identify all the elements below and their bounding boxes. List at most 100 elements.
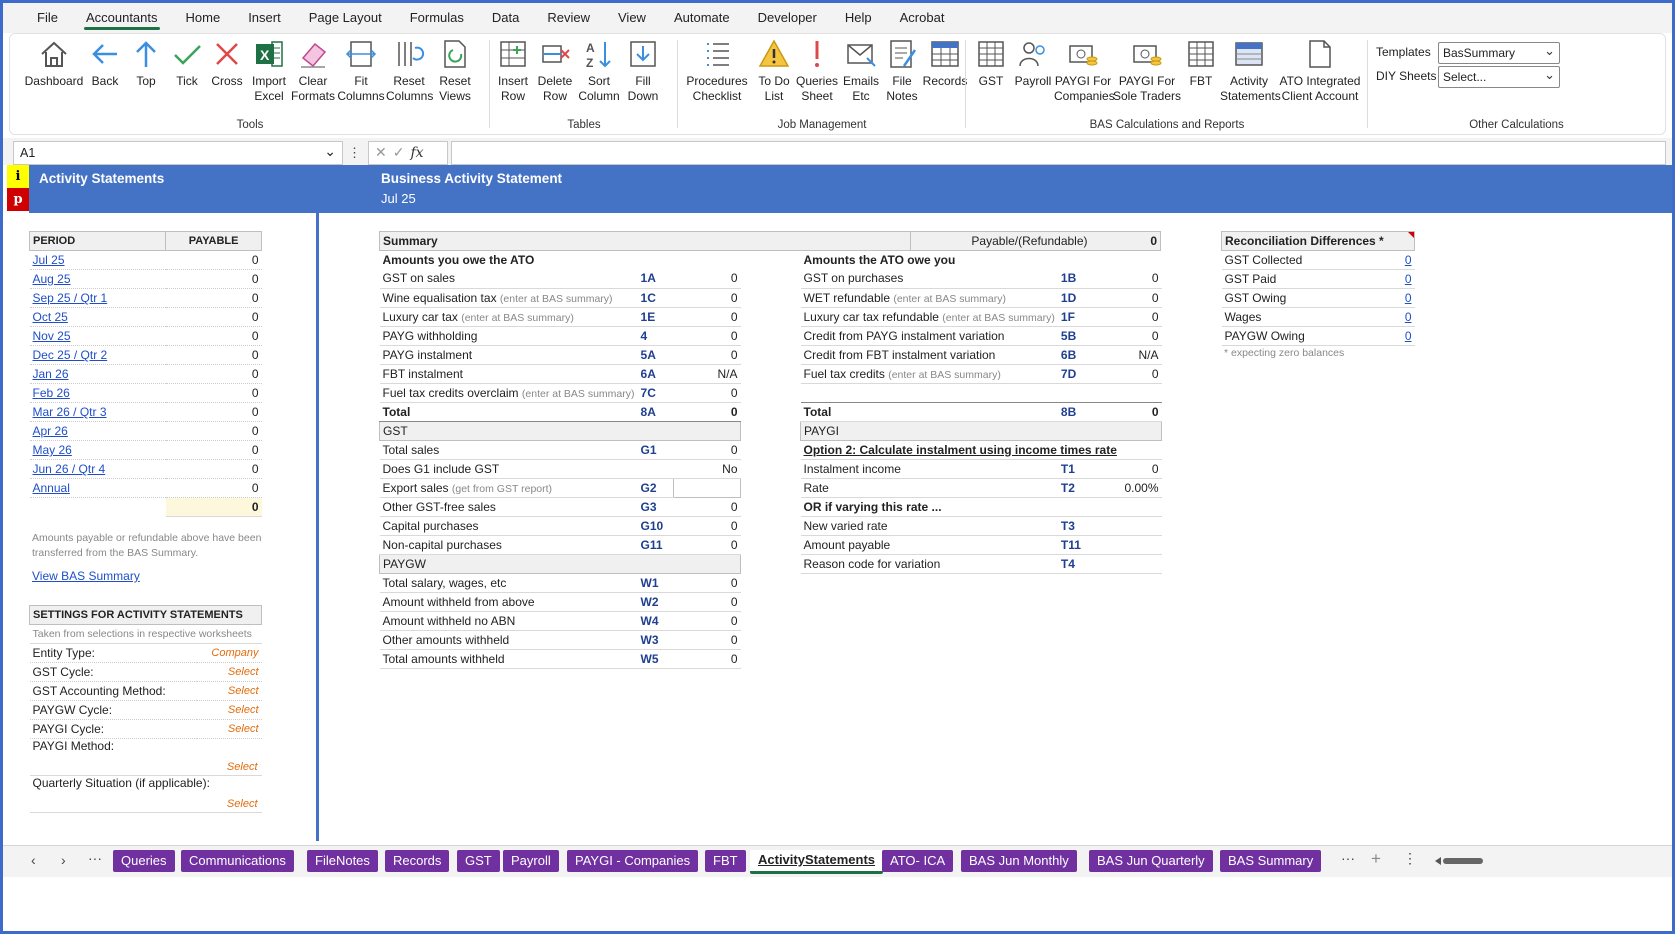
menu-page-layout[interactable]: Page Layout — [308, 10, 382, 25]
info-marker[interactable]: i — [7, 165, 29, 188]
more-tabs-right-icon[interactable]: ··· — [1341, 850, 1355, 866]
reset-views-button[interactable]: Reset Views — [432, 38, 478, 104]
sheet-tab-fbt[interactable]: FBT — [705, 850, 746, 872]
to-do-list-button[interactable]: To Do List — [754, 38, 794, 104]
transfer-note: Amounts payable or refundable above have… — [32, 532, 262, 559]
menu-help[interactable]: Help — [844, 10, 872, 25]
fit-columns-button[interactable]: Fit Columns — [336, 38, 386, 104]
menu-insert[interactable]: Insert — [248, 10, 281, 25]
period-link[interactable]: Nov 25 — [32, 329, 71, 343]
bas-label: Does G1 include GST — [382, 461, 500, 476]
tick-button[interactable]: Tick — [168, 38, 206, 89]
horizontal-scrollbar[interactable] — [1435, 856, 1665, 866]
sheet-tab-ato-ica[interactable]: ATO- ICA — [882, 850, 954, 872]
sheet-tab-filenotes[interactable]: FileNotes — [307, 850, 378, 872]
templates-select[interactable]: BasSummary — [1438, 42, 1560, 64]
period-link[interactable]: Jun 26 / Qtr 4 — [32, 462, 106, 476]
sheet-tab-gst[interactable]: GST — [457, 850, 500, 872]
menu-acrobat[interactable]: Acrobat — [899, 10, 945, 25]
file-notes-button[interactable]: File Notes — [882, 38, 922, 104]
sheet-tab-activitystatements[interactable]: ActivityStatements — [750, 850, 884, 874]
fbt-button[interactable]: FBT — [1182, 38, 1220, 89]
menu-file[interactable]: File — [37, 10, 58, 25]
activity-statements-button[interactable]: Activity Statements — [1220, 38, 1281, 104]
period-link[interactable]: Sep 25 / Qtr 1 — [32, 291, 108, 305]
insert-function-icon[interactable]: fx — [410, 145, 424, 161]
formula-controls: ✕✓fx — [368, 141, 448, 165]
scroll-right-icon[interactable]: › — [61, 852, 66, 868]
period-row: Nov 25 0 — [29, 326, 262, 346]
menu-automate[interactable]: Automate — [673, 10, 730, 25]
top-button[interactable]: Top — [124, 38, 168, 89]
dashboard-button[interactable]: Dashboard — [22, 38, 86, 89]
period-link[interactable]: Mar 26 / Qtr 3 — [32, 405, 107, 419]
owed-header: Amounts the ATO owe you — [803, 252, 956, 267]
comment-indicator-icon[interactable] — [1408, 232, 1414, 238]
period-link[interactable]: Dec 25 / Qtr 2 — [32, 348, 108, 362]
menu-data[interactable]: Data — [491, 10, 520, 25]
view-bas-summary-link[interactable]: View BAS Summary — [32, 569, 140, 583]
procedures-checklist-button[interactable]: Procedures Checklist — [680, 38, 754, 104]
menu-home[interactable]: Home — [185, 10, 221, 25]
recon-value-link[interactable]: 0 — [1404, 329, 1412, 343]
recon-value-link[interactable]: 0 — [1404, 310, 1412, 324]
options-icon[interactable]: ⋮ — [1403, 850, 1417, 866]
back-icon — [92, 44, 117, 64]
menu-accountants[interactable]: Accountants — [72, 3, 172, 33]
print-marker[interactable]: p — [7, 188, 29, 211]
import-excel-button[interactable]: X Import Excel — [248, 38, 290, 104]
scroll-left-icon[interactable]: ‹ — [31, 852, 36, 868]
period-link[interactable]: May 26 — [32, 443, 72, 457]
queries-sheet-button[interactable]: Queries Sheet — [794, 38, 840, 104]
back-button[interactable]: Back — [86, 38, 124, 89]
paygi-for-sole-traders-button[interactable]: PAYGI For Sole Traders — [1112, 38, 1182, 104]
formula-input[interactable] — [451, 141, 1666, 165]
sheet-tab-payroll[interactable]: Payroll — [503, 850, 559, 872]
sheet-tab-communications[interactable]: Communications — [181, 850, 294, 872]
sheet-tab-bas-summary[interactable]: BAS Summary — [1220, 850, 1322, 872]
period-link[interactable]: Aug 25 — [32, 272, 71, 286]
emails-etc-button[interactable]: Emails Etc — [840, 38, 882, 104]
recon-value-link[interactable]: 0 — [1404, 253, 1412, 267]
sheet-tab-bas-jun-quarterly[interactable]: BAS Jun Quarterly — [1089, 850, 1213, 872]
bas-value — [1093, 554, 1162, 574]
menu-view[interactable]: View — [618, 10, 646, 25]
records-button[interactable]: Records — [922, 38, 968, 89]
delete-row-button[interactable]: Delete Row — [534, 38, 576, 104]
period-link[interactable]: Oct 25 — [32, 310, 68, 324]
fill-down-button[interactable]: Fill Down — [622, 38, 664, 104]
clear-formats-button[interactable]: Clear Formats — [290, 38, 336, 104]
period-link[interactable]: Apr 26 — [32, 424, 68, 438]
new-sheet-icon[interactable]: + — [1371, 849, 1381, 868]
name-box[interactable]: A1 — [13, 141, 343, 165]
sheet-tab-bas-jun-monthly[interactable]: BAS Jun Monthly — [961, 850, 1077, 872]
queries-sheet-label-2: Sheet — [801, 89, 833, 103]
period-link[interactable]: Feb 26 — [32, 386, 70, 400]
menu-formulas[interactable]: Formulas — [409, 10, 464, 25]
bas-value[interactable] — [673, 477, 741, 498]
cancel-icon[interactable]: ✕ — [375, 144, 393, 160]
sort-column-button[interactable]: A Z Sort Column — [576, 38, 622, 104]
menu-review[interactable]: Review — [547, 10, 590, 25]
recon-value-link[interactable]: 0 — [1404, 272, 1412, 286]
period-link[interactable]: Jul 25 — [32, 253, 65, 267]
payroll-button[interactable]: Payroll — [1012, 38, 1054, 89]
paygi-for-companies-button[interactable]: PAYGI For Companies — [1054, 38, 1115, 104]
insert-row-button[interactable]: Insert Row — [492, 38, 534, 104]
menu-developer[interactable]: Developer — [757, 10, 817, 25]
sheet-tab-records[interactable]: Records — [385, 850, 450, 872]
gst-button[interactable]: GST — [970, 38, 1012, 89]
reset-columns-button[interactable]: Reset Columns — [386, 38, 433, 104]
period-link[interactable]: Jan 26 — [32, 367, 69, 381]
more-tabs-left-icon[interactable]: ··· — [88, 850, 102, 866]
bas-note: (enter at BAS summary) — [521, 387, 635, 400]
cross-button[interactable]: Cross — [206, 38, 248, 89]
enter-icon[interactable]: ✓ — [392, 144, 411, 160]
recon-value-link[interactable]: 0 — [1404, 291, 1412, 305]
ato-integrated-client-account-button[interactable]: ATO Integrated Client Account — [1278, 38, 1362, 104]
sheet-tab-paygi-companies[interactable]: PAYGI - Companies — [567, 850, 699, 872]
period-link[interactable]: Annual — [32, 481, 70, 495]
diy-sheets-select[interactable]: Select... — [1438, 66, 1560, 88]
setting-row: Quarterly Situation (if applicable): Sele… — [29, 775, 262, 813]
sheet-tab-queries[interactable]: Queries — [113, 850, 175, 872]
